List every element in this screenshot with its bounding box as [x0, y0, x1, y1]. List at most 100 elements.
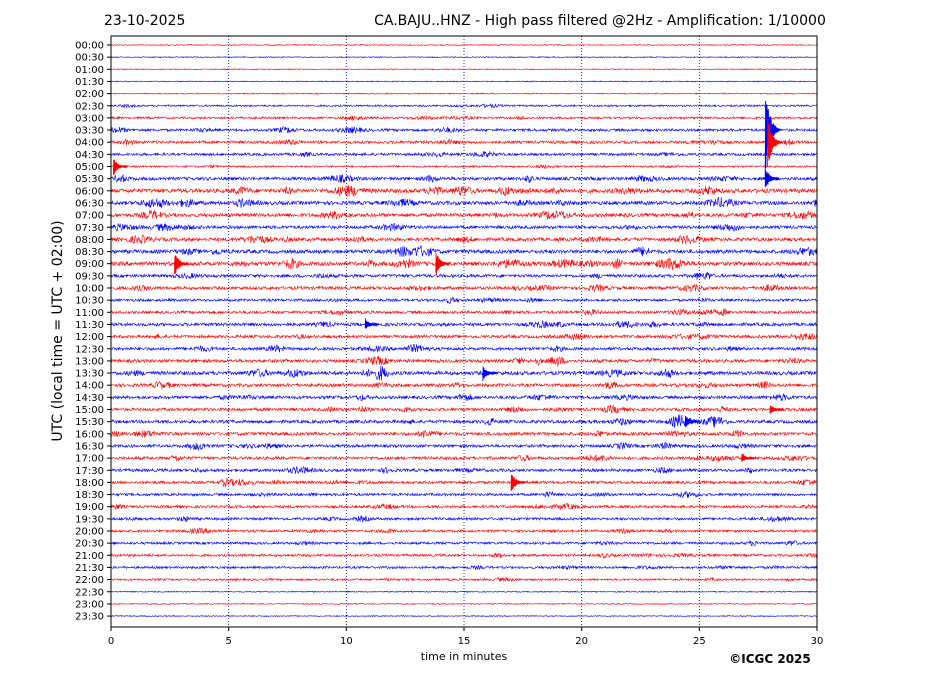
y-tick-label: 16:30 [75, 441, 104, 452]
y-tick-label: 13:30 [75, 369, 104, 380]
x-tick-label: 30 [811, 636, 824, 647]
event-spike [769, 405, 785, 414]
trace-0900 [110, 257, 818, 271]
y-tick-label: 19:00 [75, 502, 104, 513]
y-tick-label: 18:30 [75, 490, 104, 501]
trace-0230 [110, 102, 818, 109]
copyright-label: ©ICGC 2025 [729, 652, 811, 666]
y-tick-label: 20:00 [75, 527, 104, 538]
y-tick-label: 21:30 [75, 563, 104, 574]
trace-1630 [110, 441, 818, 452]
y-tick-label: 22:00 [75, 575, 104, 586]
y-tick-label: 00:00 [75, 41, 104, 52]
trace-1230 [110, 343, 818, 353]
event-spike [364, 318, 380, 329]
trace-0100 [110, 68, 818, 71]
event-spike [174, 255, 189, 275]
y-tick-label: 06:00 [75, 186, 104, 197]
y-tick-label: 09:00 [75, 259, 104, 270]
trace-1600 [110, 429, 818, 439]
y-tick-label: 05:30 [75, 174, 104, 185]
y-tick-label: 03:00 [75, 113, 104, 124]
trace-1530 [110, 414, 818, 428]
trace-2000 [110, 527, 818, 535]
trace-0030 [110, 55, 818, 59]
event-spike [510, 474, 526, 491]
y-tick-label: 00:30 [75, 53, 104, 64]
trace-0530 [110, 173, 818, 184]
trace-1930 [110, 514, 818, 524]
trace-0600 [110, 184, 818, 197]
y-tick-label: 04:30 [75, 150, 104, 161]
y-tick-label: 03:30 [75, 126, 104, 137]
trace-2300 [110, 602, 818, 606]
trace-0330 [110, 126, 818, 135]
trace-0400 [110, 138, 818, 146]
y-tick-label: 14:30 [75, 393, 104, 404]
x-tick-label: 10 [340, 636, 353, 647]
y-tick-label: 15:00 [75, 405, 104, 416]
y-axis-label: UTC (local time = UTC + 02:00) [50, 220, 66, 441]
seismic-traces [110, 43, 818, 618]
trace-0430 [110, 150, 818, 159]
y-tick-label: 08:30 [75, 247, 104, 258]
x-axis-ticks: 0 5 10 15 20 25 30 [108, 627, 824, 647]
trace-2330 [110, 614, 818, 618]
trace-0800 [110, 234, 818, 245]
trace-0630 [110, 196, 818, 209]
event-spike [767, 119, 783, 167]
chart-title: CA.BAJU..HNZ - High pass filtered @2Hz -… [374, 13, 826, 29]
trace-0830 [110, 245, 818, 257]
event-spike [482, 366, 498, 382]
trace-1030 [110, 296, 818, 305]
y-tick-label: 12:00 [75, 332, 104, 343]
y-tick-label: 11:30 [75, 320, 104, 331]
trace-0700 [110, 209, 818, 221]
event-spike [112, 159, 128, 176]
trace-1500 [110, 404, 818, 414]
trace-0930 [110, 271, 818, 281]
x-tick-label: 5 [225, 636, 231, 647]
y-tick-label: 05:00 [75, 162, 104, 173]
trace-1900 [110, 502, 818, 510]
event-spike [764, 170, 780, 188]
trace-0730 [110, 222, 818, 232]
y-tick-label: 15:30 [75, 417, 104, 428]
trace-1730 [110, 465, 818, 475]
y-tick-label: 10:00 [75, 284, 104, 295]
trace-1400 [110, 380, 818, 390]
trace-1330 [110, 365, 817, 381]
y-tick-label: 06:30 [75, 198, 104, 209]
y-tick-label: 07:00 [75, 211, 104, 222]
y-tick-label: 02:30 [75, 101, 104, 112]
y-tick-label: 01:00 [75, 65, 104, 76]
trace-1700 [110, 454, 818, 463]
event-spike [684, 415, 700, 428]
trace-0300 [110, 115, 818, 122]
trace-2130 [110, 564, 818, 571]
y-tick-label: 04:00 [75, 138, 104, 149]
y-tick-label: 19:30 [75, 514, 104, 525]
trace-2230 [110, 590, 818, 593]
trace-0200 [110, 92, 818, 95]
trace-2100 [110, 552, 818, 559]
trace-1000 [111, 283, 818, 293]
trace-1300 [110, 356, 818, 368]
x-axis-label: time in minutes [421, 650, 508, 663]
trace-2200 [110, 577, 818, 583]
y-tick-label: 23:00 [75, 599, 104, 610]
y-tick-label: 08:00 [75, 235, 104, 246]
trace-0000 [110, 43, 818, 47]
y-tick-label: 17:00 [75, 454, 104, 465]
y-tick-label: 20:30 [75, 539, 104, 550]
trace-1100 [110, 308, 818, 317]
y-tick-label: 18:00 [75, 478, 104, 489]
trace-0500 [110, 163, 818, 170]
trace-1130 [111, 320, 818, 329]
trace-1830 [110, 490, 818, 498]
y-tick-label: 16:00 [75, 429, 104, 440]
event-spike [741, 453, 756, 462]
trace-2030 [110, 539, 818, 547]
y-tick-label: 23:30 [75, 612, 104, 623]
x-tick-label: 15 [458, 636, 471, 647]
